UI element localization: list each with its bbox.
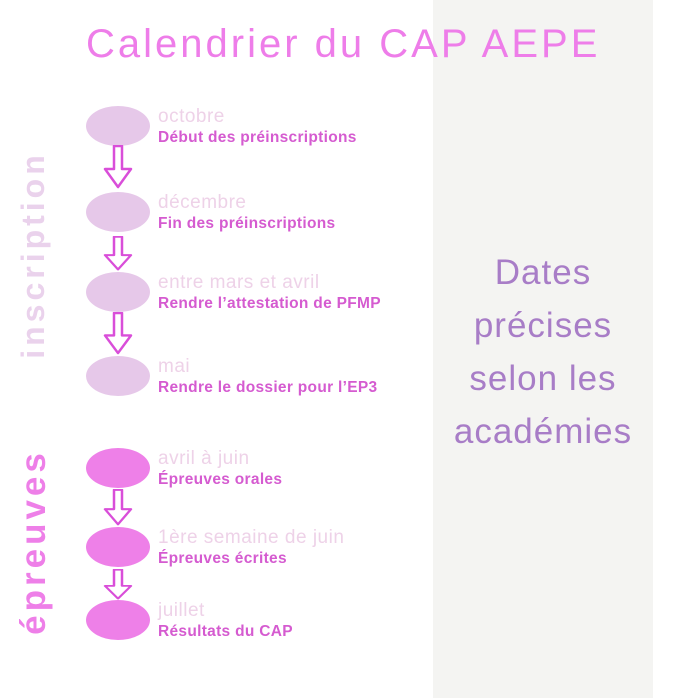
side-panel-line: précises (473, 306, 613, 345)
section-label-inscription: inscription (15, 151, 51, 359)
timeline-item: octobre Début des préinscriptions (86, 106, 357, 146)
timeline-item: 1ère semaine de juin Épreuves écrites (86, 527, 344, 567)
side-panel (433, 0, 653, 698)
timeline-item: entre mars et avril Rendre l’attestation… (86, 272, 381, 312)
timeline-description: Épreuves orales (158, 470, 283, 488)
side-panel-text: Dates précises selon les académies (433, 246, 653, 458)
timeline-item: mai Rendre le dossier pour l’EP3 (86, 356, 377, 396)
side-panel-line: académies (453, 412, 633, 451)
timeline-item: juillet Résultats du CAP (86, 600, 293, 640)
down-arrow-icon (103, 489, 133, 526)
timeline-description: Rendre l’attestation de PFMP (158, 294, 381, 312)
down-arrow-icon (103, 145, 133, 189)
timeline-month: octobre (158, 105, 225, 127)
timeline-month: entre mars et avril (158, 271, 320, 293)
timeline-month: avril à juin (158, 447, 250, 469)
timeline-month: juillet (158, 599, 205, 621)
timeline-node-oval (86, 106, 150, 146)
timeline-description: Fin des préinscriptions (158, 214, 336, 232)
timeline-item: avril à juin Épreuves orales (86, 448, 282, 488)
down-arrow-icon (103, 569, 133, 600)
timeline-description: Début des préinscriptions (158, 128, 357, 146)
timeline-description: Rendre le dossier pour l’EP3 (158, 378, 378, 396)
side-panel-line: Dates (494, 253, 592, 292)
timeline-month: mai (158, 355, 191, 377)
timeline-item: décembre Fin des préinscriptions (86, 192, 335, 232)
timeline-node-oval (86, 600, 150, 640)
section-label-epreuves: épreuves (14, 449, 53, 635)
page-title: Calendrier du CAP AEPE (86, 22, 601, 66)
down-arrow-icon (103, 312, 133, 355)
timeline-node-oval (86, 272, 150, 312)
side-panel-line: selon les (469, 359, 617, 398)
timeline-node-oval (86, 527, 150, 567)
timeline-description: Résultats du CAP (158, 622, 293, 640)
down-arrow-icon (103, 236, 133, 271)
timeline-month: décembre (158, 191, 247, 213)
timeline-node-oval (86, 192, 150, 232)
timeline-node-oval (86, 356, 150, 396)
timeline-month: 1ère semaine de juin (158, 526, 345, 548)
timeline-description: Épreuves écrites (158, 549, 287, 567)
timeline-node-oval (86, 448, 150, 488)
